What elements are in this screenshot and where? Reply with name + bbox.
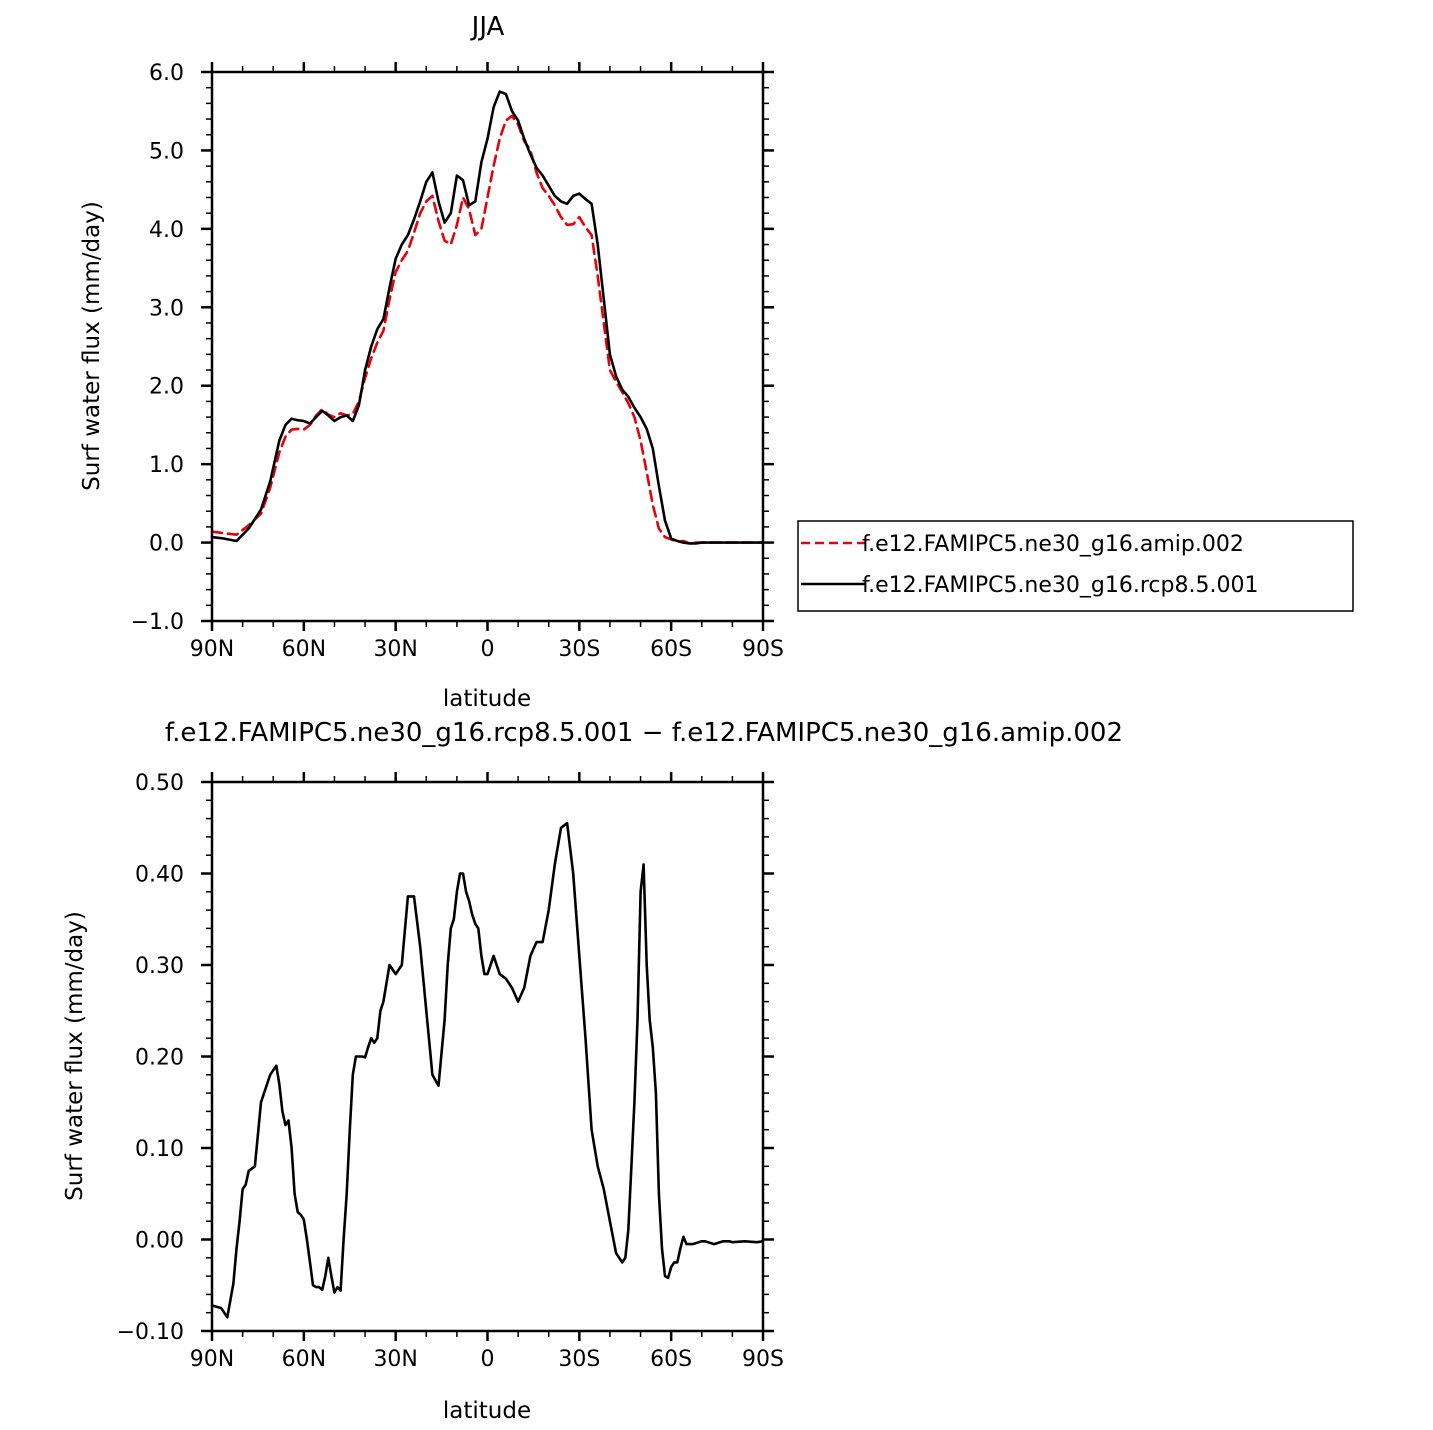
y-tick-label: 5.0 bbox=[149, 139, 184, 164]
bottom-y-axis-label: Surf water flux (mm/day) bbox=[62, 911, 88, 1201]
x-tick-label: 0 bbox=[481, 1347, 495, 1372]
y-tick-label: 3.0 bbox=[149, 296, 184, 321]
x-tick-label: 90N bbox=[190, 1347, 234, 1372]
x-tick-label: 30N bbox=[373, 637, 417, 662]
y-tick-label: 0.50 bbox=[135, 771, 184, 796]
legend-box bbox=[797, 520, 1354, 612]
y-tick-label: −0.10 bbox=[117, 1320, 184, 1345]
x-tick-label: 90N bbox=[190, 637, 234, 662]
x-tick-label: 90S bbox=[742, 1347, 784, 1372]
top-y-axis-label: Surf water flux (mm/day) bbox=[79, 201, 105, 491]
top-plot-frame bbox=[210, 70, 765, 623]
top-x-axis-label: latitude bbox=[443, 686, 531, 712]
top-series-layer bbox=[210, 90, 765, 545]
y-tick-label: 4.0 bbox=[149, 218, 184, 243]
bottom-x-axis-label: latitude bbox=[443, 1398, 531, 1424]
y-tick-label: 1.0 bbox=[149, 453, 184, 478]
x-tick-label: 90S bbox=[742, 637, 784, 662]
top-ticks-layer: 90N 60N 30N 0 30S 60S 90S −1.0 0.0 1.0 2.0 3.0 4.0 5.… bbox=[131, 61, 784, 662]
bottom-ticks-layer: 90N 60N 30N 0 30S 60S 90S −0.10 0.00 0.10 0.20 0.30… bbox=[117, 771, 784, 1372]
x-tick-label: 30S bbox=[558, 1347, 600, 1372]
x-tick-label: 30S bbox=[558, 637, 600, 662]
x-tick-label: 60N bbox=[282, 1347, 326, 1372]
bottom-panel: f.e12.FAMIPC5.ne30_g16.rcp8.5.001 − f.e1… bbox=[62, 718, 1123, 1424]
legend: f.e12.FAMIPC5.ne30_g16.amip.002 f.e12.FA… bbox=[797, 520, 1354, 612]
y-tick-label: 0.10 bbox=[135, 1137, 184, 1162]
series-line-amip-002 bbox=[210, 114, 765, 545]
series-line-difference bbox=[210, 821, 765, 1319]
x-tick-label: 0 bbox=[481, 637, 495, 662]
x-tick-label: 60S bbox=[650, 1347, 692, 1372]
x-tick-label: 60S bbox=[650, 637, 692, 662]
x-tick-label: 30N bbox=[373, 1347, 417, 1372]
bottom-chart-title: f.e12.FAMIPC5.ne30_g16.rcp8.5.001 − f.e1… bbox=[165, 718, 1123, 748]
series-line-5-001 bbox=[210, 90, 765, 545]
legend-entry-amip: f.e12.FAMIPC5.ne30_g16.amip.002 bbox=[862, 532, 1244, 557]
legend-entry-rcp: f.e12.FAMIPC5.ne30_g16.rcp8.5.001 bbox=[862, 573, 1258, 598]
y-tick-label: 0.30 bbox=[135, 954, 184, 979]
y-tick-label: 6.0 bbox=[149, 61, 184, 86]
y-tick-label: 0.00 bbox=[135, 1229, 184, 1254]
y-tick-label: 0.20 bbox=[135, 1046, 184, 1071]
y-tick-label: 0.40 bbox=[135, 863, 184, 888]
y-tick-label: 0.0 bbox=[149, 532, 184, 557]
y-tick-label: 2.0 bbox=[149, 375, 184, 400]
top-panel: JJA 90N 60N 30N 0 30S 60S 90S −1.0 0.0 1.0 2.0 3.0 4… bbox=[79, 12, 784, 712]
x-tick-label: 60N bbox=[282, 637, 326, 662]
y-tick-label: −1.0 bbox=[131, 610, 184, 635]
bottom-series-layer bbox=[210, 821, 765, 1319]
top-chart-title: JJA bbox=[470, 12, 505, 42]
